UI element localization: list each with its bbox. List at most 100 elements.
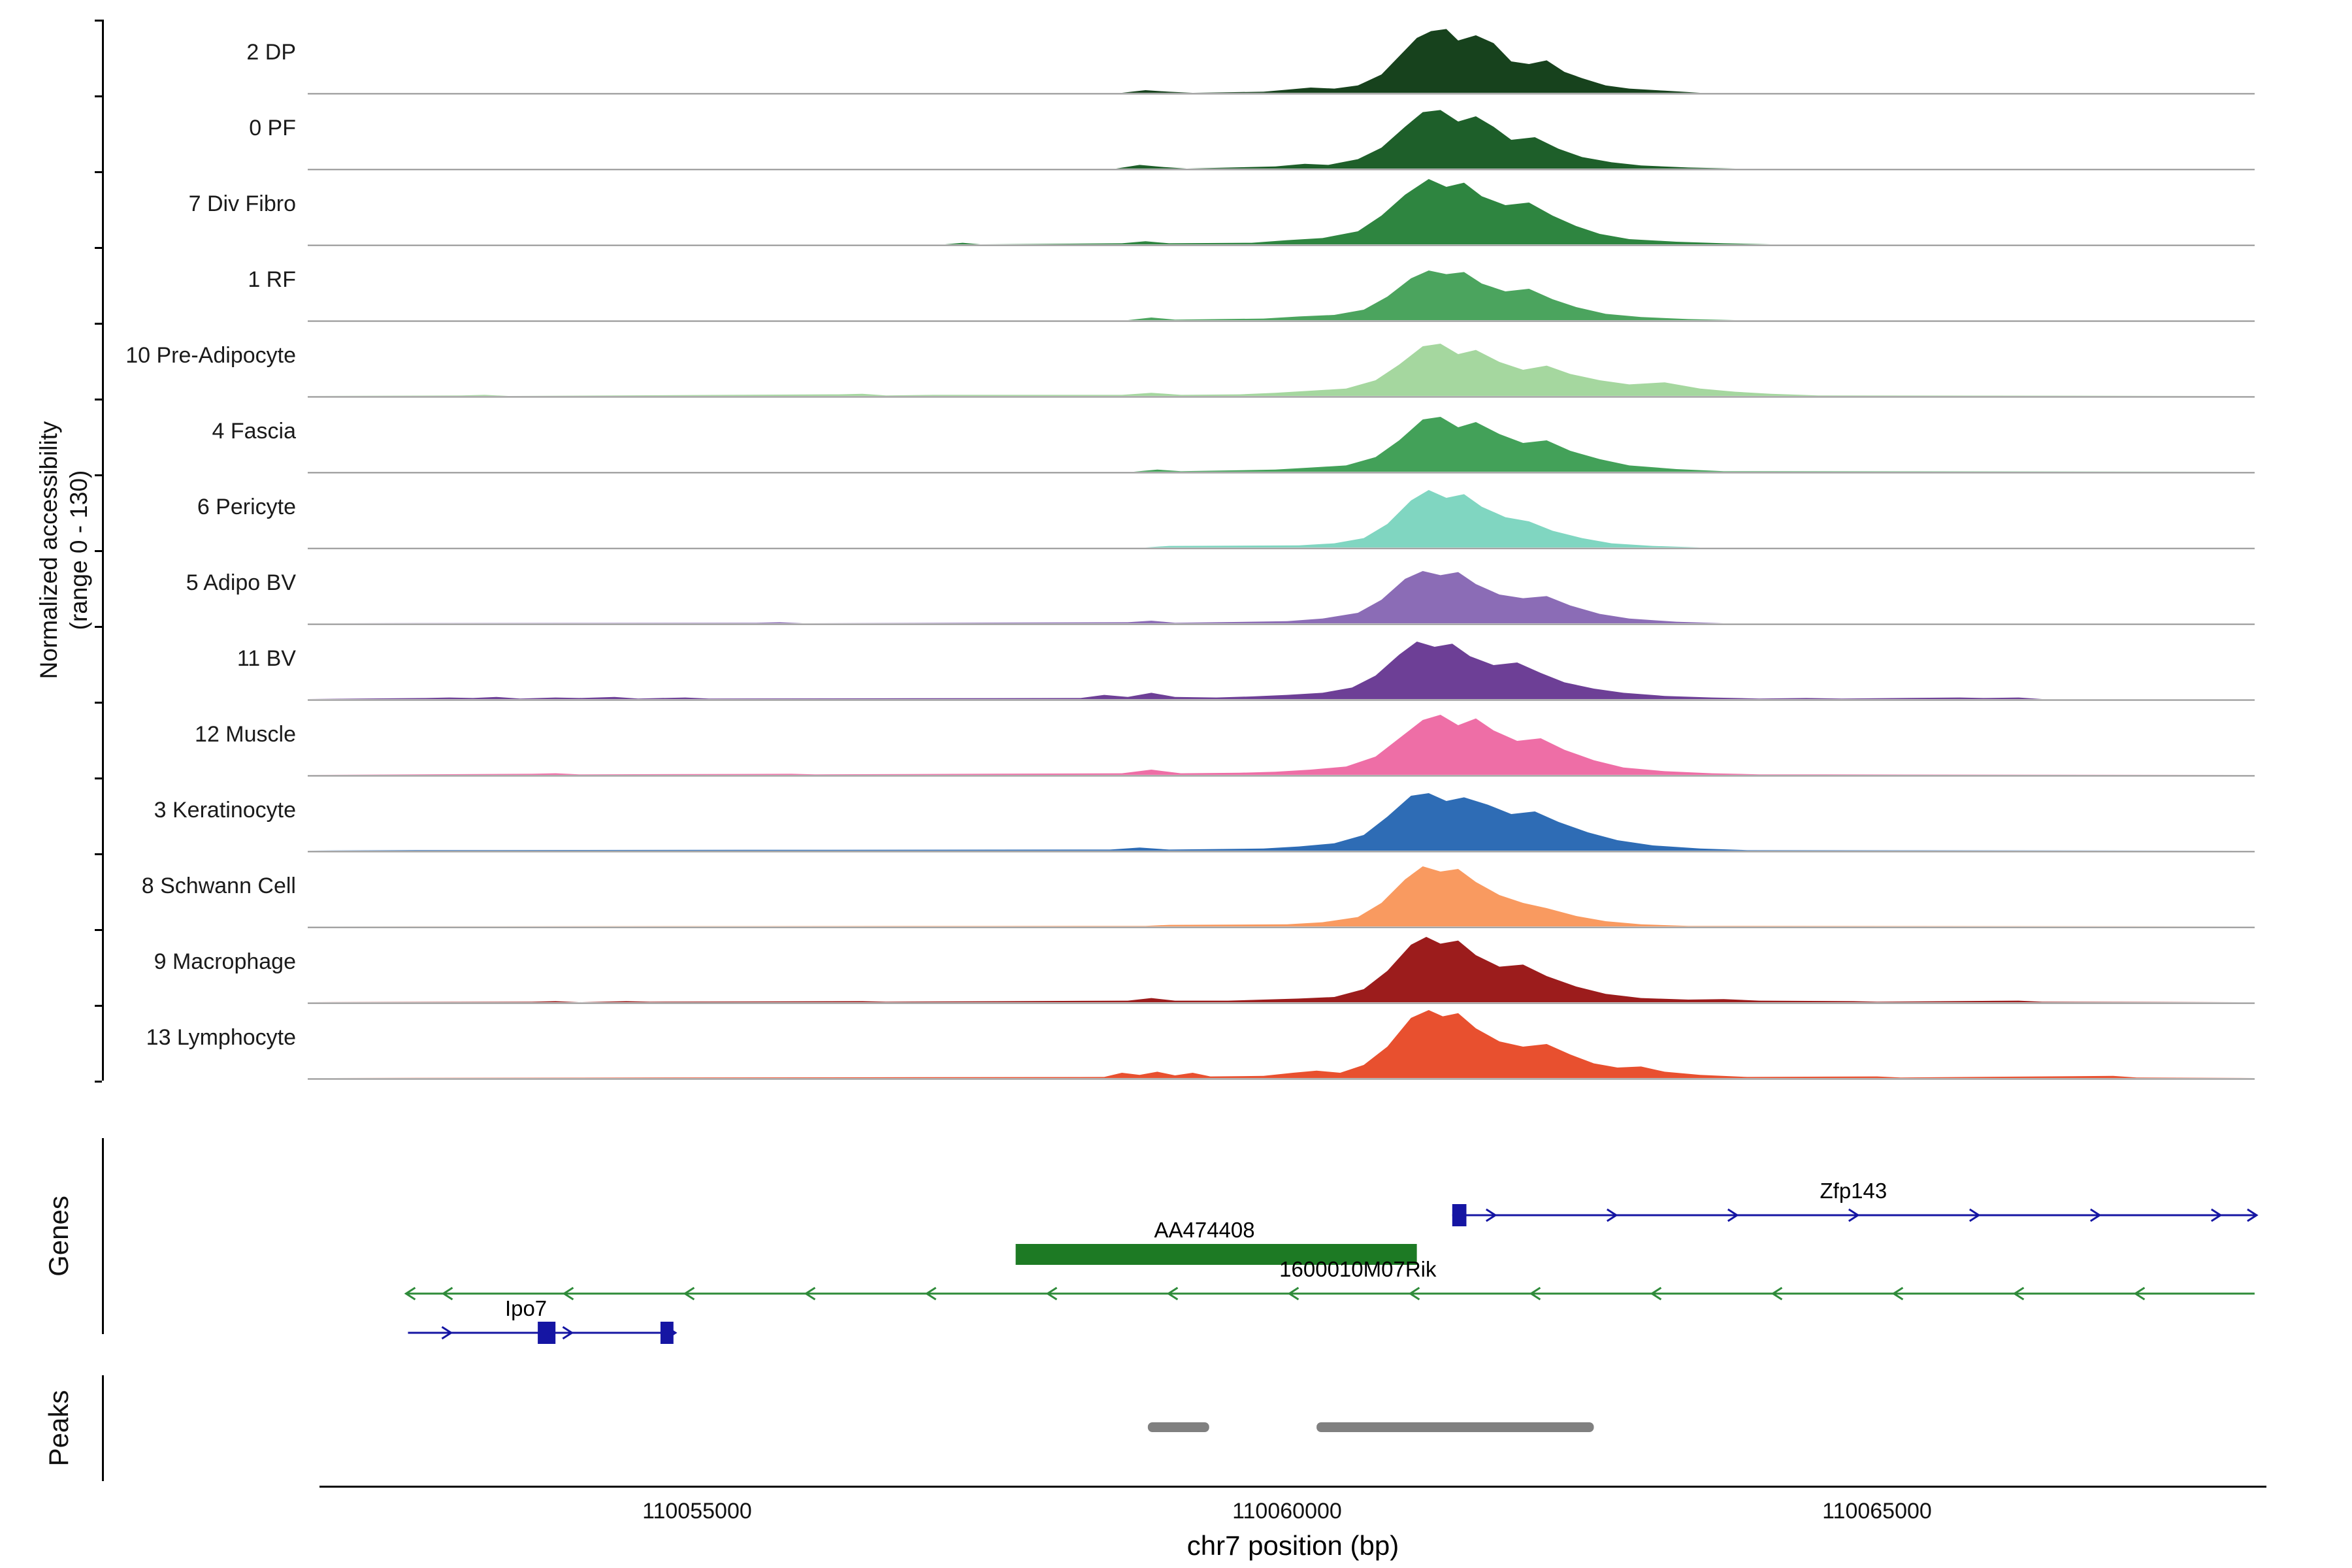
track-signal [308, 571, 2255, 625]
track-signal [308, 715, 2255, 777]
track-label: 12 Muscle [195, 721, 296, 747]
peaks-axis-line [102, 1375, 104, 1481]
gene-label: Zfp143 [1820, 1179, 1887, 1203]
strand-arrow-icon [2133, 1286, 2146, 1301]
axis-tick [95, 323, 102, 325]
strand-arrow-icon [804, 1286, 816, 1301]
strand-arrow-icon [2090, 1208, 2102, 1222]
strand-arrow-icon [404, 1286, 416, 1301]
signal-area [308, 179, 2255, 244]
accessibility-tracks: 2 DP 0 PF 7 Div Fibro 1 RF 10 Pre-Adipocyte 4… [0, 20, 2352, 1081]
gene-label: AA474408 [1154, 1218, 1254, 1242]
signal-area [308, 270, 2255, 320]
axis-tick [95, 929, 102, 931]
strand-arrow-icon [1891, 1286, 1904, 1301]
track-signal [308, 793, 2255, 853]
axis-tick [95, 399, 102, 400]
gene-annotation-track: Zfp143 AA474408 1600010M07Rik Ipo7 [404, 1179, 2259, 1344]
track-signal [308, 866, 2255, 928]
signal-area [308, 937, 2255, 1002]
track-row: 7 Div Fibro [0, 171, 2352, 247]
axis-tick [95, 777, 102, 779]
track-row: 8 Schwann Cell [0, 853, 2352, 929]
track-signal [308, 29, 2255, 95]
x-tick-label: 110055000 [642, 1499, 752, 1524]
genes-label-text: Genes [43, 1196, 74, 1277]
x-axis-line [319, 1486, 2266, 1488]
peak-bar [1147, 1422, 1209, 1432]
strand-arrow-icon [1727, 1208, 1739, 1222]
genes-section-label: Genes [43, 1138, 74, 1334]
signal-area [308, 715, 2255, 775]
signal-area [308, 110, 2255, 169]
signal-area [308, 417, 2255, 472]
axis-tick [95, 853, 102, 855]
strand-arrow-icon [441, 1286, 453, 1301]
signal-area [308, 1010, 2255, 1078]
track-label: 4 Fascia [212, 418, 297, 444]
axis-tick [95, 702, 102, 704]
track-label: 6 Pericyte [197, 494, 296, 519]
track-label: 2 DP [246, 39, 296, 65]
track-label: 11 BV [237, 645, 296, 671]
gene-label: 1600010M07Rik [1279, 1257, 1437, 1281]
track-row: 9 Macrophage [0, 929, 2352, 1005]
axis-tick [95, 1005, 102, 1007]
axis-tick [95, 247, 102, 249]
track-label: 10 Pre-Adipocyte [125, 342, 296, 368]
track-signal [308, 417, 2255, 474]
signal-area [308, 490, 2255, 547]
tracks-axis-line [102, 20, 104, 1081]
strand-arrow-icon [1287, 1286, 1299, 1301]
gene-exon-box [538, 1322, 556, 1344]
strand-arrow-icon [1650, 1286, 1662, 1301]
strand-arrow-icon [562, 1326, 574, 1340]
strand-arrow-icon [2247, 1208, 2259, 1222]
track-row: 11 BV [0, 626, 2352, 702]
signal-area [308, 793, 2255, 851]
track-row: 10 Pre-Adipocyte [0, 323, 2352, 399]
strand-arrow-icon [1771, 1286, 1783, 1301]
track-row: 0 PF [0, 95, 2352, 171]
strand-arrow-icon [2211, 1208, 2223, 1222]
x-axis-title: chr7 position (bp) [1186, 1530, 1399, 1561]
x-tick-label: 110060000 [1232, 1499, 1342, 1524]
strand-arrow-icon [1848, 1208, 1860, 1222]
signal-area [308, 866, 2255, 926]
track-label: 9 Macrophage [154, 949, 296, 974]
track-label: 0 PF [249, 115, 296, 140]
peak-bar [1316, 1422, 1594, 1432]
track-row: 12 Muscle [0, 702, 2352, 777]
track-label: 13 Lymphocyte [146, 1024, 296, 1050]
track-label: 7 Div Fibro [188, 191, 296, 216]
strand-arrow-icon [1529, 1286, 1541, 1301]
track-row: 13 Lymphocyte [0, 1005, 2352, 1081]
track-row: 5 Adipo BV [0, 550, 2352, 626]
track-signal [308, 179, 2255, 246]
track-row: 6 Pericyte [0, 474, 2352, 550]
axis-tick [95, 20, 102, 22]
gene-exon-box [1452, 1204, 1467, 1226]
track-signal [308, 270, 2255, 322]
track-label: 8 Schwann Cell [141, 873, 296, 898]
track-signal [308, 490, 2255, 549]
track-row: 1 RF [0, 247, 2352, 323]
strand-arrow-icon [2012, 1286, 2025, 1301]
strand-arrow-icon [683, 1286, 695, 1301]
track-label: 3 Keratinocyte [154, 797, 296, 823]
track-signal [308, 344, 2255, 398]
gene-label: Ipo7 [505, 1296, 547, 1320]
genes-axis-line [102, 1138, 104, 1334]
track-row: 4 Fascia [0, 399, 2352, 474]
signal-area [308, 344, 2255, 396]
track-row: 2 DP [0, 20, 2352, 95]
axis-tick [95, 626, 102, 628]
gene-exon-box [660, 1322, 674, 1344]
signal-area [308, 571, 2255, 623]
signal-area [308, 29, 2255, 93]
track-label: 1 RF [248, 267, 296, 292]
axis-tick [95, 171, 102, 173]
axis-tick [95, 550, 102, 552]
peaks-section-label: Peaks [43, 1375, 74, 1481]
